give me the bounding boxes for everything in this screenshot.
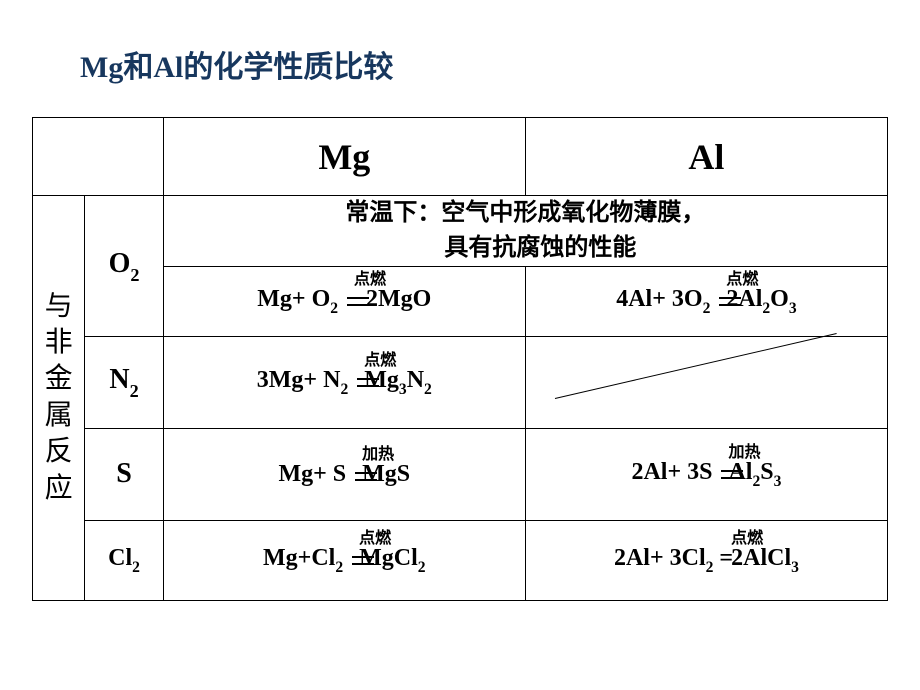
header-al: Al [525, 118, 887, 196]
eq-o2-al: 4Al+ 3O2 点燃2Al2O3 [616, 286, 796, 317]
cell-cl2-al: 2Al+ 3Cl2 = 点燃2AlCl3 [525, 520, 887, 600]
cell-n2-al-empty [525, 336, 887, 428]
header-blank [33, 118, 164, 196]
cell-s-al: 2Al+ 3S 加热Al2S3 [525, 428, 887, 520]
eq-o2-mg: Mg+ O2 点燃 2MgO [257, 286, 431, 317]
reagent-s: S [85, 428, 163, 520]
reagent-o2: O2 [85, 196, 163, 337]
header-mg: Mg [163, 118, 525, 196]
eq-s-mg: Mg+ S 加热MgS [278, 461, 410, 488]
cell-n2-mg: 3Mg+ N2 点燃Mg3N2 [163, 336, 525, 428]
cell-o2-al: 4Al+ 3O2 点燃2Al2O3 [525, 266, 887, 336]
eq-s-al: 2Al+ 3S 加热Al2S3 [631, 459, 781, 490]
reagent-n2: N2 [85, 336, 163, 428]
row-n2: N2 3Mg+ N2 点燃Mg3N2 [33, 336, 888, 428]
row-cl2: Cl2 Mg+Cl2 点燃MgCl2 2Al+ 3Cl2 = 点燃2AlCl3 [33, 520, 888, 600]
row-s: S Mg+ S 加热MgS 2Al+ 3S 加热Al2S3 [33, 428, 888, 520]
reagent-cl2: Cl2 [85, 520, 163, 600]
eq-cl2-al: 2Al+ 3Cl2 = 点燃2AlCl3 [614, 545, 799, 576]
comparison-table: Mg Al 与非金属反应 O2 常温下：空气中形成氧化物薄膜， 具有抗腐蚀的性能… [32, 117, 888, 601]
cell-cl2-mg: Mg+Cl2 点燃MgCl2 [163, 520, 525, 600]
eq-n2-mg: 3Mg+ N2 点燃Mg3N2 [257, 367, 432, 398]
eq-cl2-mg: Mg+Cl2 点燃MgCl2 [263, 545, 426, 576]
cell-s-mg: Mg+ S 加热MgS [163, 428, 525, 520]
o2-note: 常温下：空气中形成氧化物薄膜， 具有抗腐蚀的性能 [163, 196, 887, 267]
row-o2-note: 与非金属反应 O2 常温下：空气中形成氧化物薄膜， 具有抗腐蚀的性能 [33, 196, 888, 267]
o2-note-line2: 具有抗腐蚀的性能 [444, 235, 636, 261]
header-row: Mg Al [33, 118, 888, 196]
o2-note-line1: 常温下：空气中形成氧化物薄膜， [345, 200, 705, 226]
page-title: Mg和Al的化学性质比较 [80, 42, 393, 86]
cell-o2-mg: Mg+ O2 点燃 2MgO [163, 266, 525, 336]
row-group-label: 与非金属反应 [33, 196, 85, 601]
diagonal-line [555, 333, 837, 399]
